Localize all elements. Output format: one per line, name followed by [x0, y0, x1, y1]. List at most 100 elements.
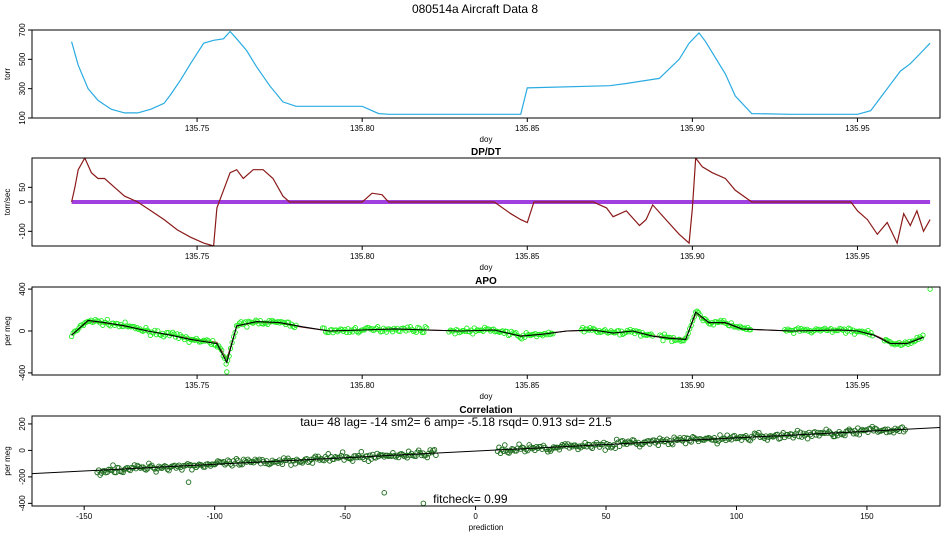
correlation-point [556, 446, 563, 453]
apo-point [392, 327, 399, 333]
apo-title: APO [475, 276, 497, 287]
correlation-xtick-label: 50 [602, 512, 611, 521]
apo-point [80, 322, 87, 329]
dpdt-title: DP/DT [471, 147, 501, 158]
pressure-plot-area [71, 30, 931, 115]
dpdt-xtick-label: 135.80 [350, 252, 375, 261]
apo-point [357, 328, 363, 335]
correlation-point [682, 440, 689, 447]
correlation-ytick-label: -200 [18, 468, 27, 485]
apo-xtick-label: 135.95 [845, 381, 870, 390]
correlation-panel: Correlation -150 -100 -50 0 50 100 150 -400 -200 0… [3, 405, 941, 532]
correlation-point [239, 461, 245, 468]
correlation-point [167, 464, 174, 471]
correlation-point [431, 447, 438, 453]
correlation-point [502, 442, 508, 448]
dpdt-xtick-label: 135.95 [845, 252, 870, 261]
correlation-xtick-label: 0 [473, 512, 478, 521]
apo-point [383, 329, 390, 335]
pressure-series-line [71, 30, 931, 115]
apo-point [716, 319, 723, 325]
apo-xtick-label: 135.90 [680, 381, 705, 390]
correlation-point [245, 456, 251, 463]
correlation-point [116, 465, 122, 471]
correlation-xtick-label: -50 [339, 512, 351, 521]
apo-point [373, 325, 379, 331]
correlation-stats-annotation: tau= 48 lag= -14 sm2= 6 amp= -5.18 rsqd=… [300, 415, 612, 429]
dpdt-ytick-label: -100 [18, 223, 27, 240]
dpdt-ylabel: torr/sec [3, 189, 12, 216]
correlation-point [349, 458, 356, 464]
correlation-ytick-label: 0 [18, 448, 27, 453]
apo-point [905, 341, 911, 347]
correlation-point [337, 454, 343, 461]
apo-point [795, 325, 801, 331]
apo-point [334, 329, 341, 335]
correlation-outlier [185, 479, 192, 485]
correlation-xtick-label: 150 [860, 512, 874, 521]
apo-point [290, 323, 296, 329]
correlation-point [358, 448, 365, 455]
apo-point [624, 327, 630, 334]
correlation-point [794, 427, 801, 434]
correlation-point [225, 457, 231, 463]
correlation-point [612, 445, 619, 451]
apo-panel: APO 135.75 135.80 135.85 135.90 135.95 -400 0 40… [3, 276, 941, 401]
apo-point [375, 324, 381, 330]
pressure-ytick-label: 500 [18, 52, 27, 66]
apo-ylabel: per meg [3, 316, 12, 345]
apo-point [412, 327, 418, 334]
apo-ytick-label: -400 [18, 364, 27, 381]
apo-point [661, 331, 668, 337]
correlation-point [364, 453, 370, 459]
correlation-xtick-label: -100 [207, 512, 224, 521]
apo-point [257, 317, 263, 324]
apo-ytick-label: 400 [18, 282, 27, 296]
correlation-point [151, 466, 158, 472]
apo-point [847, 326, 853, 332]
pressure-xtick-label: 135.75 [185, 124, 210, 133]
correlation-xlabel: prediction [469, 523, 504, 532]
correlation-point [575, 446, 581, 453]
correlation-frame [31, 415, 941, 507]
dpdt-xtick-label: 135.90 [680, 252, 705, 261]
correlation-point [756, 429, 762, 436]
apo-point [550, 331, 556, 337]
correlation-title: Correlation [459, 405, 512, 416]
correlation-point [233, 455, 240, 462]
correlation-point [279, 461, 286, 468]
figure-title: 080514a Aircraft Data 8 [412, 2, 538, 16]
dpdt-series-line [71, 158, 931, 246]
correlation-point [516, 441, 522, 447]
dpdt-xtick-label: 135.75 [185, 252, 210, 261]
correlation-point [725, 436, 732, 442]
correlation-point [611, 442, 617, 448]
correlation-point [882, 426, 888, 432]
correlation-point [153, 469, 159, 475]
pressure-ytick-label: 700 [18, 23, 27, 37]
apo-outlier-point [224, 369, 230, 375]
correlation-point [527, 444, 534, 450]
apo-point [342, 326, 348, 333]
apo-smooth-line [71, 311, 924, 364]
correlation-outlier [420, 500, 427, 506]
correlation-point [120, 469, 126, 476]
apo-point [918, 335, 925, 341]
pressure-xtick-label: 135.85 [515, 124, 540, 133]
apo-xlabel: doy [480, 392, 493, 401]
correlation-point [616, 443, 623, 449]
apo-point [682, 335, 688, 342]
apo-point [104, 316, 110, 323]
apo-point [660, 337, 666, 344]
correlation-point [764, 437, 771, 443]
pressure-xlabel: doy [480, 135, 493, 144]
correlation-point [110, 462, 116, 468]
dpdt-plot-area [71, 158, 931, 246]
correlation-fit-line [32, 427, 940, 475]
pressure-frame [31, 29, 941, 119]
dpdt-ytick-label: 0 [18, 199, 27, 204]
apo-point [742, 325, 748, 331]
apo-point [707, 321, 714, 327]
correlation-point [339, 449, 346, 455]
